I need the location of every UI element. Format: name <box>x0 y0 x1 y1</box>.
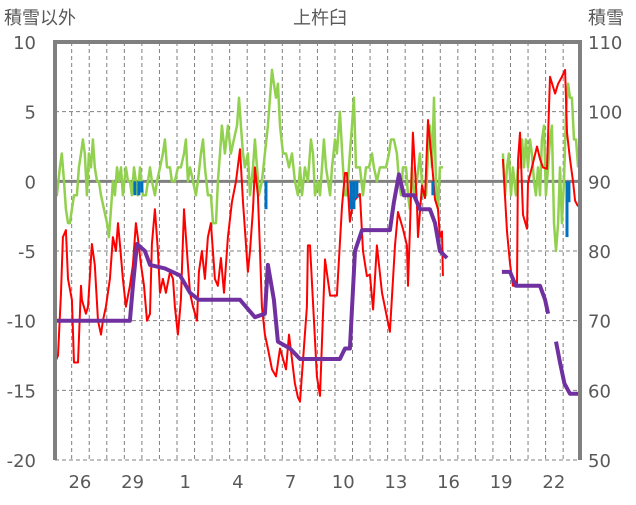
x-tick-label: 10 <box>332 472 355 493</box>
left-tick-label: -5 <box>18 242 36 263</box>
left-tick-label: -10 <box>7 312 36 333</box>
left-tick-label: 0 <box>25 172 36 193</box>
purple-series-line <box>501 269 551 315</box>
green-series-line <box>501 82 580 253</box>
left-tick-label: 10 <box>13 33 36 54</box>
right-axis-label: 積雪 <box>588 8 624 29</box>
purple-series-line <box>55 172 449 361</box>
right-tick-label: 50 <box>588 451 611 472</box>
plot-area <box>53 68 580 403</box>
chart-title: 上杵臼 <box>293 8 347 29</box>
x-tick-label: 7 <box>285 472 296 493</box>
x-tick-label: 1 <box>180 472 191 493</box>
left-tick-label: -15 <box>7 381 36 402</box>
x-tick-label: 4 <box>232 472 243 493</box>
plot-frame <box>53 40 582 461</box>
right-tick-label: 60 <box>588 381 611 402</box>
x-tick-label: 26 <box>68 472 91 493</box>
purple-series-line <box>554 341 580 396</box>
right-tick-label: 110 <box>588 33 622 54</box>
right-tick-label: 80 <box>588 242 611 263</box>
right-tick-label: 70 <box>588 312 611 333</box>
x-tick-label: 16 <box>437 472 460 493</box>
x-tick-label: 19 <box>490 472 513 493</box>
right-tick-label: 100 <box>588 103 622 124</box>
green-series-line <box>53 68 443 239</box>
red-series-line <box>54 119 444 403</box>
x-tick-label: 22 <box>542 472 565 493</box>
left-axis-label: 積雪以外 <box>4 8 76 29</box>
x-tick-label: 29 <box>121 472 144 493</box>
right-tick-label: 90 <box>588 172 611 193</box>
left-tick-label: -20 <box>7 451 36 472</box>
left-tick-label: 5 <box>25 103 36 124</box>
x-tick-label: 13 <box>384 472 407 493</box>
